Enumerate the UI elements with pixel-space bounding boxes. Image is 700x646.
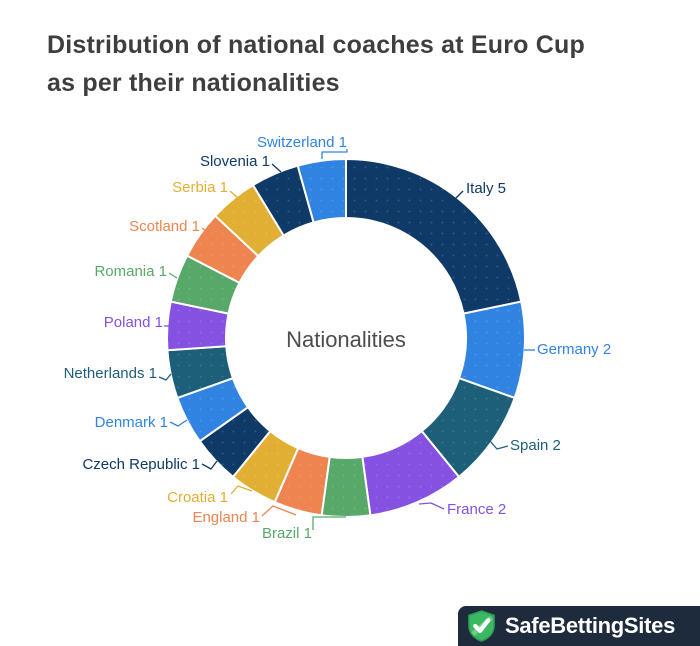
leader-line-switzerland bbox=[321, 149, 348, 159]
label-switzerland: Switzerland 1 bbox=[257, 134, 347, 151]
leader-line-italy bbox=[451, 190, 464, 203]
label-netherlands: Netherlands 1 bbox=[64, 365, 157, 382]
label-slovenia: Slovenia 1 bbox=[200, 153, 270, 170]
label-england: England 1 bbox=[192, 509, 260, 526]
page-title-line2: as per their nationalities bbox=[47, 69, 340, 97]
shield-check-icon bbox=[468, 610, 495, 642]
label-croatia: Croatia 1 bbox=[167, 489, 228, 506]
leader-line-denmark bbox=[169, 419, 188, 427]
leader-line-romania bbox=[168, 272, 178, 279]
leader-line-spain bbox=[489, 440, 509, 450]
label-brazil: Brazil 1 bbox=[262, 525, 312, 542]
leader-line-czech-republic bbox=[201, 460, 218, 470]
label-denmark: Denmark 1 bbox=[95, 414, 168, 431]
label-serbia: Serbia 1 bbox=[172, 179, 228, 196]
brand-name: SafeBettingSites bbox=[505, 613, 676, 638]
label-italy: Italy 5 bbox=[466, 180, 506, 197]
donut-center-label: Nationalities bbox=[286, 327, 406, 352]
leader-line-slovenia bbox=[271, 163, 282, 173]
label-romania: Romania 1 bbox=[94, 263, 167, 280]
label-spain: Spain 2 bbox=[510, 437, 561, 454]
page-title: Distribution of national coaches at Euro… bbox=[47, 26, 667, 102]
leader-line-scotland bbox=[201, 227, 214, 237]
leader-line-brazil bbox=[312, 516, 346, 530]
leader-line-england bbox=[261, 505, 297, 517]
brand-logo[interactable]: SafeBettingSites bbox=[458, 606, 700, 646]
leader-line-france bbox=[418, 502, 445, 510]
page-title-line1: Distribution of national coaches at Euro… bbox=[47, 31, 585, 59]
leader-line-netherlands bbox=[158, 373, 172, 381]
label-france: France 2 bbox=[447, 501, 506, 518]
leader-line-serbia bbox=[229, 190, 239, 199]
label-poland: Poland 1 bbox=[104, 314, 163, 331]
label-germany: Germany 2 bbox=[537, 341, 611, 358]
leader-line-croatia bbox=[230, 485, 253, 495]
label-czech-republic: Czech Republic 1 bbox=[82, 456, 200, 473]
label-scotland: Scotland 1 bbox=[129, 218, 200, 235]
